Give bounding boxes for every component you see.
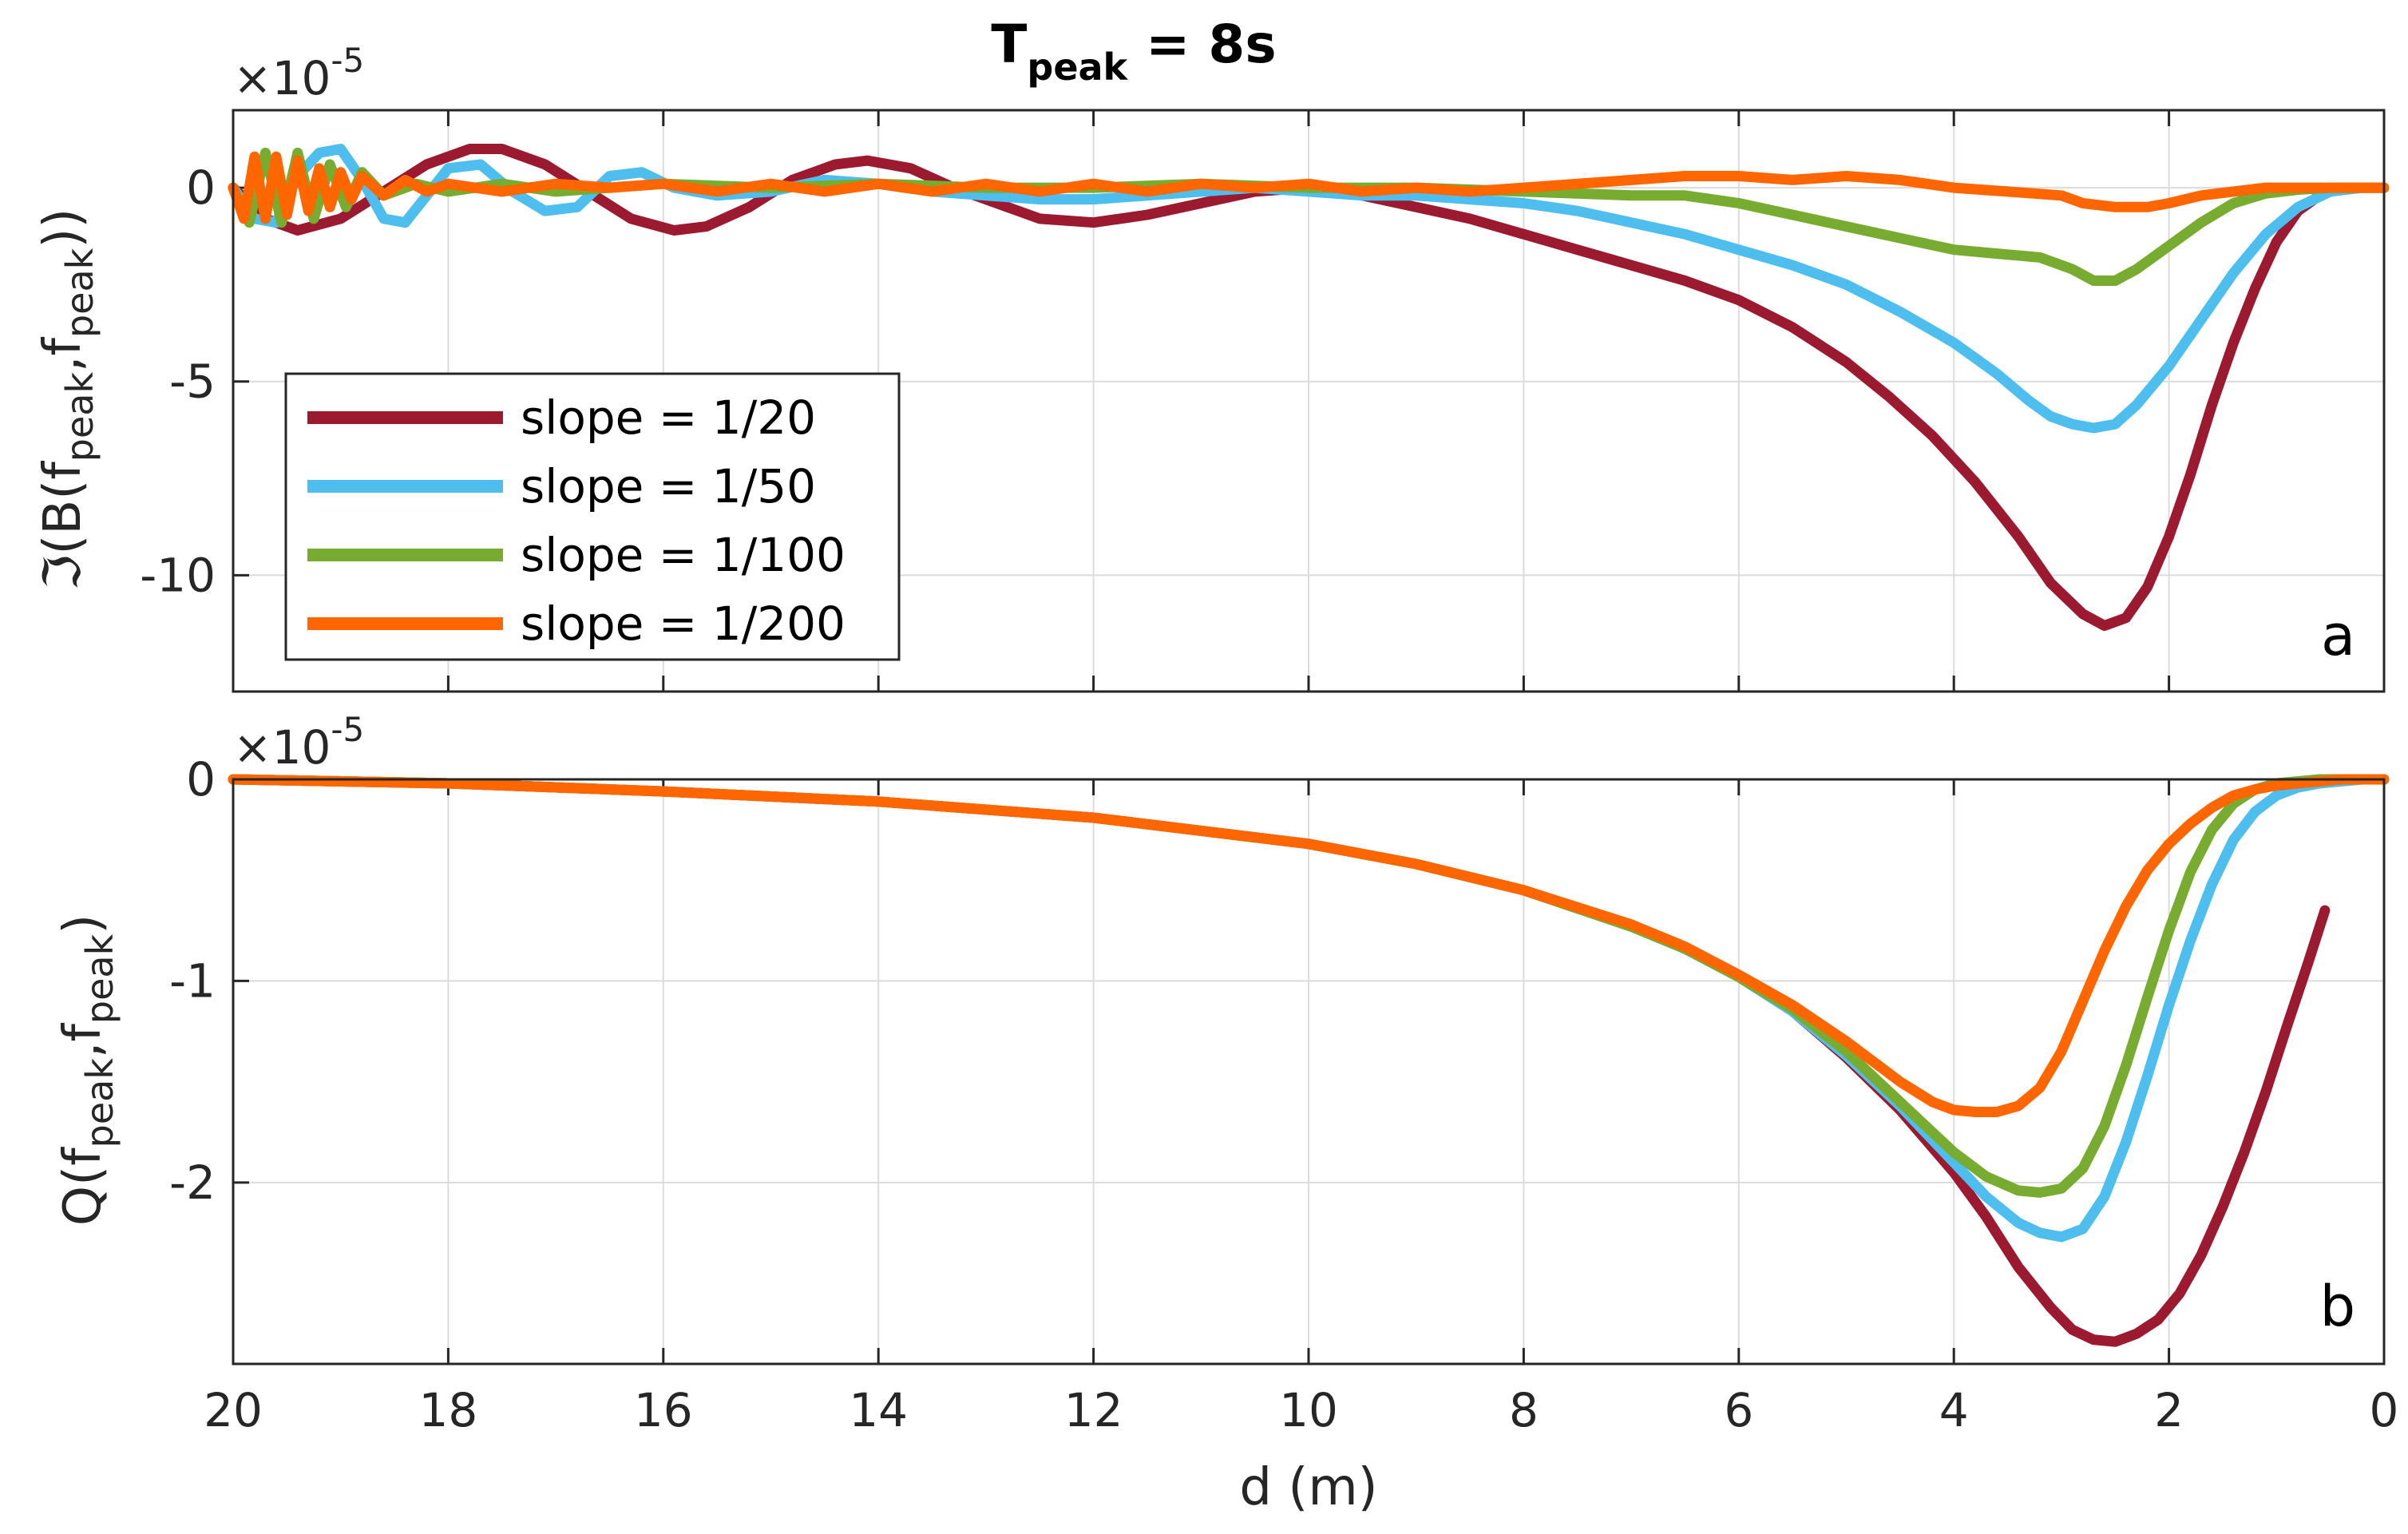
- legend-entry: slope = 1/200: [307, 597, 846, 651]
- x-axis-label: d (m): [1239, 1458, 1377, 1517]
- panel-a-letter: a: [2321, 603, 2355, 668]
- panel-b-y-tick-label: -1: [169, 953, 216, 1008]
- x-tick-label: 2: [2154, 1383, 2184, 1437]
- panel-b-axes-box: [232, 778, 2386, 1366]
- legend-label-slope-1-200: slope = 1/200: [521, 597, 846, 651]
- panel-a-y-tick-label: 0: [186, 161, 216, 215]
- chart-title: Tpeak = 8s: [991, 14, 1276, 89]
- legend-label-slope-1-50: slope = 1/50: [521, 459, 816, 513]
- legend-label-slope-1-20: slope = 1/20: [521, 390, 816, 445]
- panel-b-letter: b: [2320, 1274, 2355, 1339]
- x-tick-label: 4: [1939, 1383, 1969, 1437]
- panel-a-axes-box: [232, 109, 2386, 693]
- panel-b-x-ticks: 20 18 16 14 12 10 8 6 4 2 0: [204, 1383, 2398, 1437]
- x-tick-label: 8: [1509, 1383, 1539, 1437]
- panel-b-exponent: ×10-5: [233, 710, 364, 775]
- panel-b-y-axis-label: Q(fpeak,fpeak): [53, 914, 121, 1226]
- x-tick-label: 14: [849, 1383, 908, 1437]
- panel-a-series: [228, 144, 2390, 631]
- x-tick-label: 20: [204, 1383, 263, 1437]
- x-tick-label: 10: [1279, 1383, 1338, 1437]
- panel-a-series-1-200: [228, 151, 2390, 224]
- panel-a-y-tick-label: -10: [140, 548, 216, 602]
- x-tick-label: 16: [634, 1383, 693, 1437]
- panel-b-series-1-200: [228, 774, 2390, 1117]
- panel-b-y-tick-label: 0: [186, 752, 216, 807]
- legend-entry: slope = 1/50: [307, 459, 816, 513]
- x-tick-label: 6: [1724, 1383, 1753, 1437]
- panel-a-y-ticks: 0 -5 -10: [140, 161, 216, 602]
- legend-entry: slope = 1/20: [307, 390, 816, 445]
- legend-label-slope-1-100: slope = 1/100: [521, 528, 846, 582]
- panel-b: 0-1-2 20 18 16 14 12 10 8 6 4 2 0 ×10-5 Q(fpeak,fp…: [53, 710, 2398, 1517]
- legend: slope = 1/20 slope = 1/50 slope = 1/100 …: [284, 372, 901, 661]
- panel-a-y-tick-label: -5: [169, 355, 216, 409]
- panel-a-y-axis-label: ℑ(B(fpeak,fpeak)): [34, 208, 101, 590]
- panel-b-y-ticks: 0 -1 -2: [169, 752, 216, 1210]
- panel-a: 0 -5 -10 ×10-5 ℑ(B(fpeak,fpeak)) slope = 1…: [34, 41, 2390, 693]
- x-tick-label: 0: [2370, 1383, 2399, 1437]
- panel-b-y-tick-label: -2: [169, 1155, 216, 1210]
- x-tick-label: 18: [418, 1383, 477, 1437]
- x-tick-label: 12: [1064, 1383, 1123, 1437]
- legend-entry: slope = 1/100: [307, 528, 846, 582]
- panel-a-exponent: ×10-5: [233, 41, 364, 105]
- panel-b-series: [228, 774, 2390, 1347]
